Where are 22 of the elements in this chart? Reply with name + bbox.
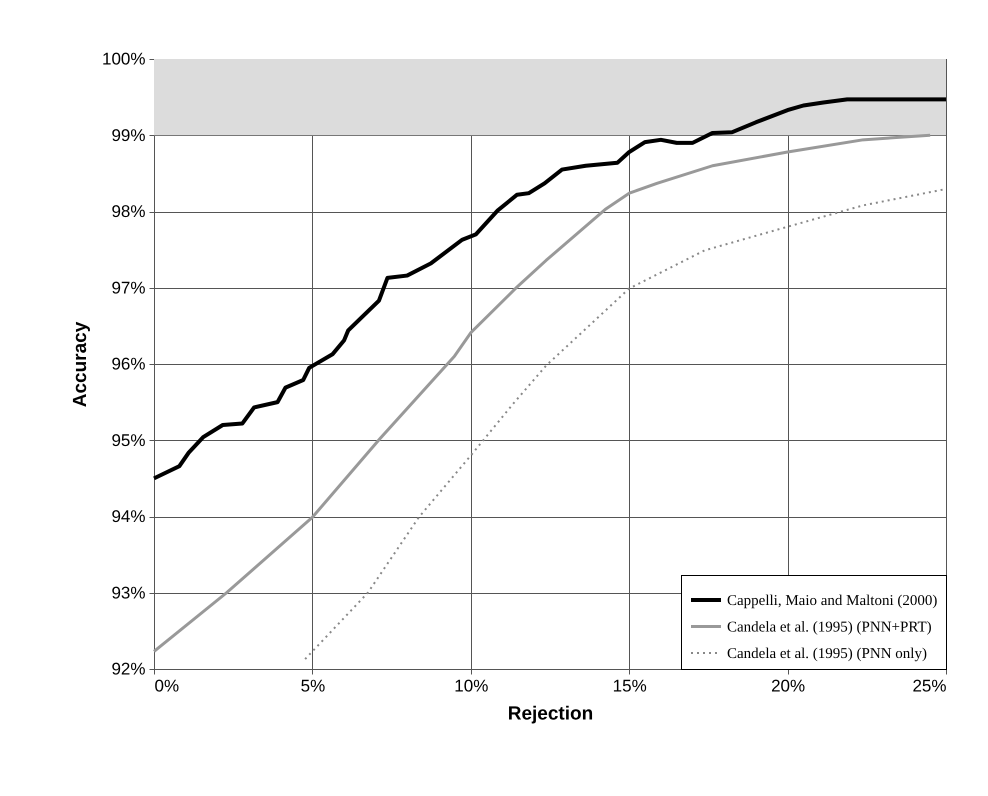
y-tick-label: 93% — [111, 583, 146, 602]
y-tick-label: 95% — [111, 430, 146, 450]
y-axis-title: Accuracy — [70, 321, 92, 408]
line-series — [152, 97, 948, 480]
x-tick-label: 5% — [300, 676, 326, 696]
x-axis-title: Rejection — [508, 704, 594, 724]
x-tick-label: 15% — [612, 676, 647, 696]
y-tick-label: 97% — [111, 278, 146, 298]
x-tick-label: 20% — [771, 676, 806, 696]
y-tick-label: 99% — [111, 126, 146, 145]
y-tick-label: 94% — [111, 507, 146, 526]
y-tick-label: 92% — [111, 660, 146, 678]
y-tick-label: 98% — [111, 202, 146, 221]
x-tick-label: 25% — [912, 676, 946, 696]
y-tick-label: 96% — [111, 354, 146, 374]
line-series — [304, 188, 946, 660]
y-tick-label: 100% — [102, 50, 146, 68]
legend-label: Candela et al. (1995) (PNN only) — [727, 646, 927, 662]
x-tick-label: 0% — [154, 676, 180, 696]
x-tick-label: 10% — [454, 676, 488, 696]
legend-label: Candela et al. (1995) (PNN+PRT) — [727, 620, 932, 636]
legend-label: Cappelli, Maio and Maltoni (2000) — [727, 593, 938, 609]
